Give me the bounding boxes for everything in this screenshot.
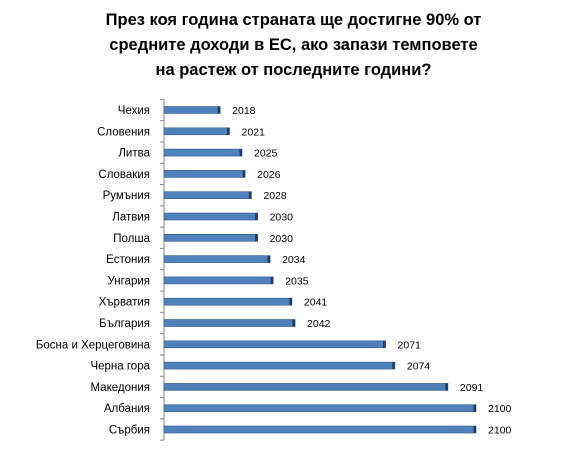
category-label: Словакия <box>98 169 150 181</box>
category-label: Босна и Херцеговина <box>36 339 151 351</box>
category-label: Унгария <box>107 275 150 287</box>
chart-title-line-2: средните доходи в ЕС, ако запази темпове… <box>109 36 478 54</box>
bar <box>163 255 271 263</box>
bar <box>163 127 230 136</box>
category-label: Чехия <box>118 105 150 117</box>
chart-title: През коя година страната ще достигне 90%… <box>0 8 587 83</box>
category-label: Хърватия <box>99 297 150 309</box>
bar <box>163 404 477 413</box>
bar <box>163 340 386 349</box>
bar <box>163 319 296 327</box>
bar-end-cap <box>217 106 221 114</box>
value-label: 2030 <box>270 212 294 224</box>
value-label: 2021 <box>242 126 266 138</box>
bar-end-cap <box>255 234 258 242</box>
category-label: Латвия <box>112 212 150 224</box>
bar <box>163 234 258 242</box>
bar <box>163 276 274 285</box>
value-label: 2026 <box>257 169 281 181</box>
chart-title-line-3: на растеж от последните години? <box>155 61 432 79</box>
bar-end-cap <box>270 276 274 284</box>
bar-end-cap <box>473 404 476 412</box>
value-label: 2025 <box>254 148 278 160</box>
bar-end-cap <box>292 319 296 327</box>
bar <box>163 383 449 391</box>
category-label: Албания <box>104 403 150 415</box>
bar-end-cap <box>248 191 252 199</box>
category-label: Македония <box>90 382 150 394</box>
bar-end-cap <box>473 426 476 433</box>
value-label: 2034 <box>282 254 306 266</box>
bar <box>163 297 293 306</box>
bar <box>163 170 246 178</box>
value-label: 2028 <box>263 190 287 202</box>
value-label: 2042 <box>307 318 331 330</box>
bar <box>163 361 396 370</box>
value-label: 2100 <box>488 403 512 415</box>
bar-end-cap <box>445 383 448 391</box>
bar-end-cap <box>267 255 271 263</box>
category-label: Словения <box>97 126 150 138</box>
category-label: Полша <box>113 233 150 245</box>
bar <box>163 212 258 221</box>
category-label: Черна гора <box>90 361 150 373</box>
category-label: Румъния <box>103 190 150 202</box>
category-label: Сърбия <box>109 425 150 437</box>
bar-end-cap <box>227 127 230 135</box>
bar-end-cap <box>242 170 246 178</box>
value-label: 2041 <box>304 297 328 309</box>
category-label: Литва <box>118 148 150 160</box>
value-label: 2091 <box>460 382 484 394</box>
value-label: 2071 <box>398 339 422 351</box>
bar <box>163 191 252 199</box>
chart-title-line-1: През коя година страната ще достигне 90%… <box>105 11 482 29</box>
bar-end-cap <box>255 213 258 220</box>
value-label: 2035 <box>285 275 309 287</box>
bar <box>163 106 221 114</box>
value-label: 2018 <box>232 105 256 117</box>
value-label: 2030 <box>270 233 294 245</box>
bar-end-cap <box>289 298 292 306</box>
category-label: Естония <box>106 254 150 266</box>
bar-end-cap <box>239 149 242 157</box>
value-label: 2100 <box>488 425 512 437</box>
bar <box>163 425 477 434</box>
value-label: 2074 <box>407 361 431 373</box>
bar-end-cap <box>392 362 395 370</box>
bar <box>163 148 243 157</box>
category-label: България <box>99 318 150 330</box>
bar-end-cap <box>383 340 386 348</box>
